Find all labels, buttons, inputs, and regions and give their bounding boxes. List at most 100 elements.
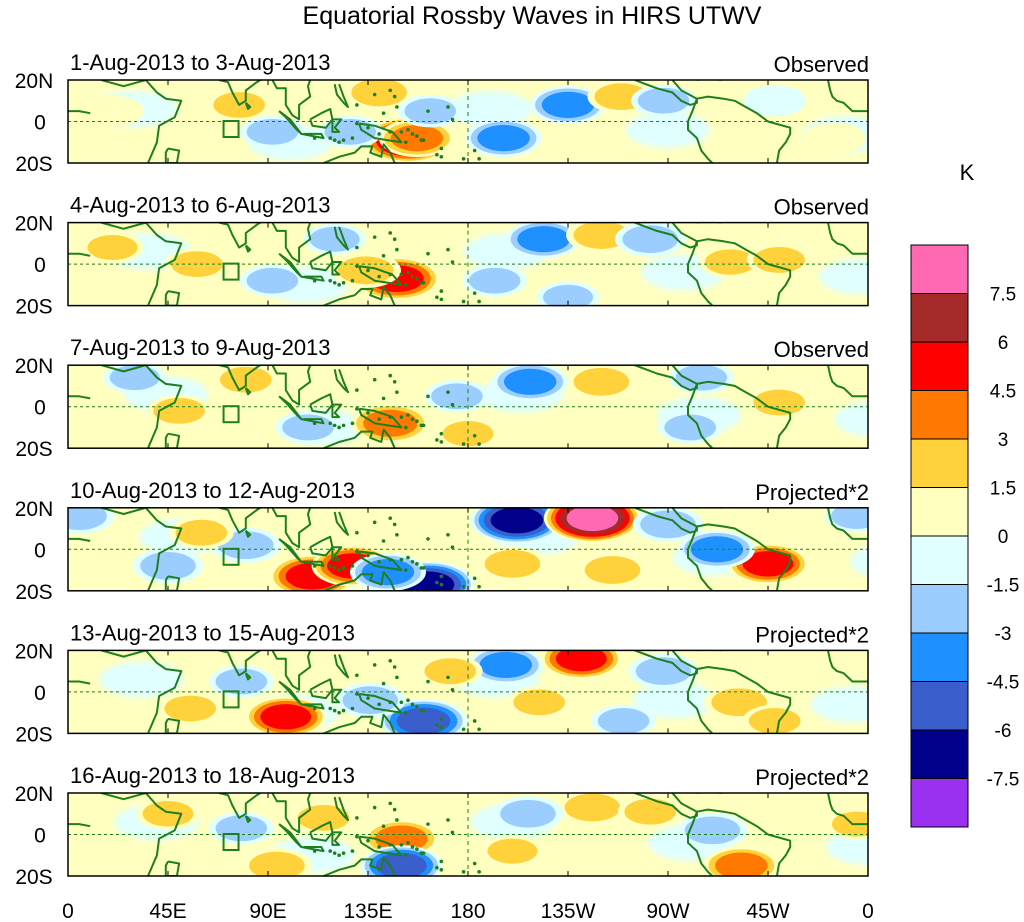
- coastline: [301, 560, 325, 567]
- y-tick-label: 0: [34, 112, 46, 135]
- coastline: [278, 538, 303, 563]
- island: [421, 708, 426, 713]
- contour-level: [624, 798, 677, 825]
- panel-date-range: 16-Aug-2013 to 18-Aug-2013: [70, 763, 355, 788]
- coastline: [271, 222, 312, 263]
- island: [355, 834, 359, 839]
- colorbar-unit: K: [960, 160, 975, 185]
- island: [332, 851, 337, 855]
- reference-box: [222, 262, 240, 281]
- island: [446, 390, 450, 394]
- contour-level: [564, 793, 621, 822]
- y-tick-label: 20S: [15, 581, 52, 604]
- island: [337, 853, 341, 858]
- coastline: [827, 222, 868, 255]
- island: [477, 584, 481, 589]
- island: [450, 830, 455, 835]
- island: [399, 130, 404, 134]
- island: [426, 394, 430, 399]
- y-tick-label: 20S: [15, 438, 52, 461]
- reference-box: [222, 690, 240, 709]
- coastline: [827, 793, 868, 826]
- island: [450, 402, 455, 407]
- panel-field: [68, 365, 868, 449]
- island: [410, 274, 415, 279]
- chart-title: Equatorial Rossby Waves in HIRS UTWV: [303, 2, 762, 30]
- island: [350, 706, 355, 711]
- island: [332, 280, 337, 285]
- y-tick-label: 20S: [15, 866, 52, 889]
- contour-level: [555, 650, 607, 672]
- panel-type-label: Observed: [774, 195, 869, 220]
- island: [355, 816, 359, 820]
- colorbar-label: -3: [995, 624, 1012, 645]
- coastline: [323, 285, 396, 306]
- colorbar-label: 1.5: [990, 479, 1016, 500]
- coastline: [101, 80, 183, 163]
- coastline: [164, 860, 181, 876]
- contour-level: [246, 267, 299, 294]
- colorbar-swatch: [910, 729, 969, 779]
- y-tick-label: 20N: [15, 498, 54, 521]
- panel-type-label: Observed: [774, 52, 869, 77]
- island: [410, 417, 415, 421]
- island: [388, 373, 393, 378]
- anomaly-blob: [591, 704, 656, 734]
- island: [388, 801, 393, 806]
- coastline: [164, 575, 181, 591]
- island: [392, 380, 397, 384]
- coastline: [323, 571, 396, 591]
- island: [312, 706, 317, 711]
- island: [355, 549, 359, 554]
- island: [381, 111, 386, 115]
- x-tick-label: 90E: [249, 900, 286, 922]
- coastline: [323, 428, 396, 449]
- contour-level: [164, 695, 217, 722]
- background-blob: [810, 686, 868, 723]
- island: [337, 568, 341, 572]
- contour-level: [831, 811, 868, 837]
- contour-level: [404, 98, 457, 125]
- panel-date-range: 4-Aug-2013 to 6-Aug-2013: [70, 193, 331, 218]
- island: [350, 278, 355, 283]
- coastline: [101, 793, 183, 876]
- island: [415, 847, 419, 851]
- panel-field: [68, 650, 868, 734]
- coastline: [218, 80, 263, 106]
- coastline: [696, 95, 792, 163]
- contour-level: [753, 389, 805, 416]
- panel-6: 20N 0 20S 16-Aug-2013 to 18-Aug-2013 Project…: [15, 763, 869, 889]
- anomaly-blob: [132, 548, 204, 584]
- coastline: [68, 110, 91, 115]
- coastline: [301, 703, 325, 710]
- coastline: [333, 796, 349, 821]
- island: [392, 807, 397, 812]
- anomaly-blob: [530, 85, 606, 124]
- anomaly-blob: [617, 795, 683, 828]
- island: [403, 710, 408, 715]
- island: [355, 103, 359, 107]
- anomaly-blob: [543, 507, 642, 543]
- contour-level: [743, 85, 806, 117]
- contour-level: [490, 507, 544, 534]
- island: [446, 818, 450, 822]
- panel-field: [68, 80, 868, 163]
- island: [388, 658, 393, 663]
- contour-level: [573, 222, 630, 249]
- coastline: [827, 650, 868, 683]
- island: [421, 138, 426, 142]
- coastline: [634, 222, 698, 249]
- coastline: [101, 507, 183, 591]
- anomaly-blob: [540, 650, 623, 680]
- coastline: [68, 252, 91, 257]
- island: [341, 138, 346, 142]
- island: [366, 268, 370, 273]
- contour-level: [246, 118, 299, 145]
- island: [392, 522, 397, 527]
- contour-level: [375, 825, 428, 852]
- coastline: [301, 275, 325, 282]
- island: [388, 843, 393, 847]
- panel-type-label: Projected*2: [755, 622, 869, 647]
- colorbar-label: -1.5: [987, 576, 1020, 597]
- island: [439, 297, 444, 302]
